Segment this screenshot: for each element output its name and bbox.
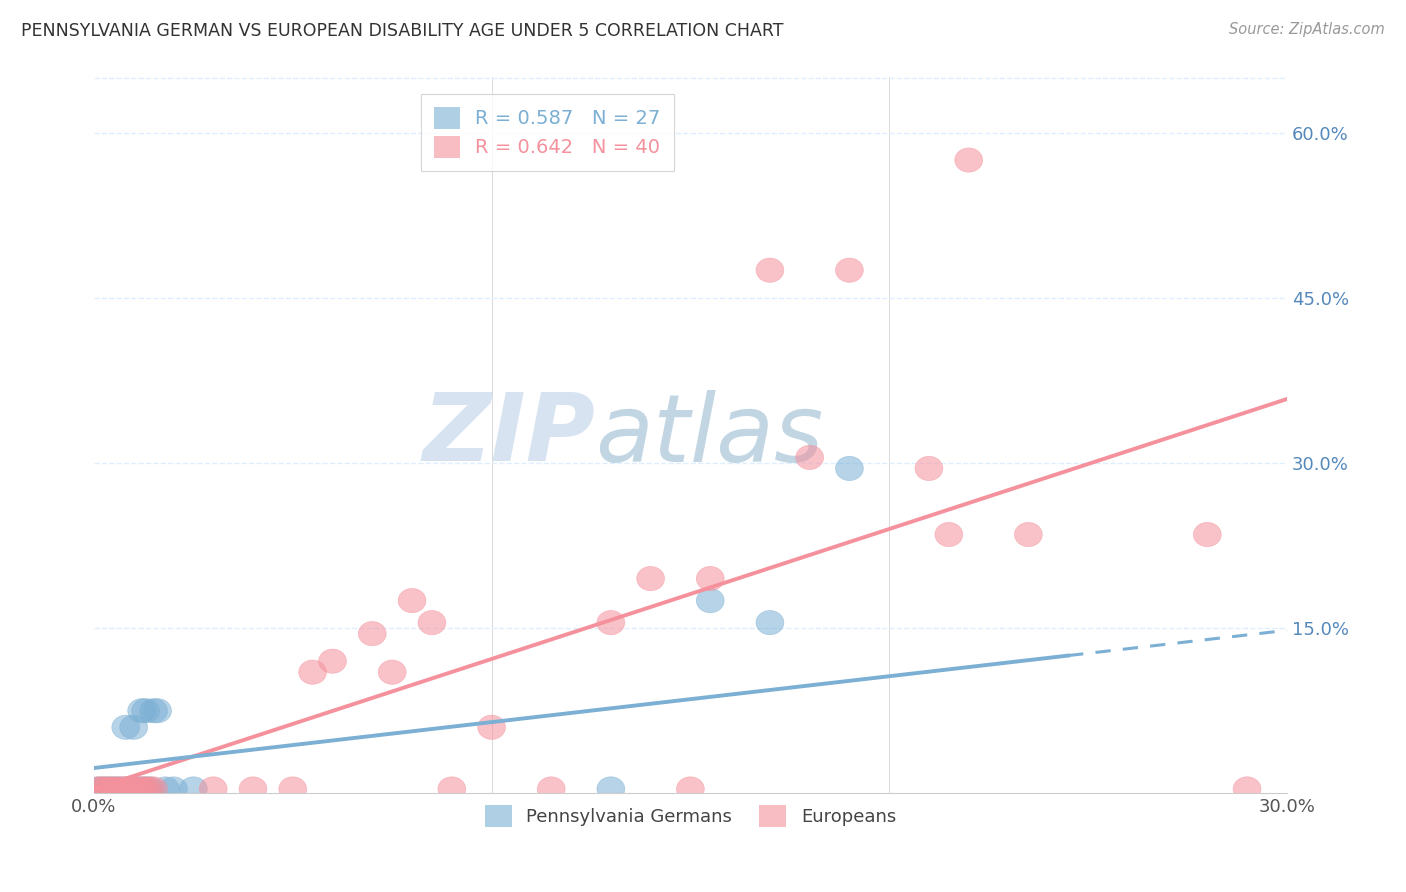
Ellipse shape xyxy=(143,698,172,723)
Text: atlas: atlas xyxy=(595,390,823,481)
Ellipse shape xyxy=(537,777,565,801)
Ellipse shape xyxy=(319,649,346,673)
Ellipse shape xyxy=(180,777,207,801)
Text: ZIP: ZIP xyxy=(422,390,595,482)
Ellipse shape xyxy=(120,715,148,739)
Ellipse shape xyxy=(132,777,159,801)
Text: PENNSYLVANIA GERMAN VS EUROPEAN DISABILITY AGE UNDER 5 CORRELATION CHART: PENNSYLVANIA GERMAN VS EUROPEAN DISABILI… xyxy=(21,22,783,40)
Ellipse shape xyxy=(120,777,148,801)
Ellipse shape xyxy=(1194,523,1222,547)
Ellipse shape xyxy=(104,777,132,801)
Ellipse shape xyxy=(89,777,115,801)
Ellipse shape xyxy=(359,622,387,646)
Ellipse shape xyxy=(437,777,465,801)
Ellipse shape xyxy=(100,777,128,801)
Ellipse shape xyxy=(1233,777,1261,801)
Ellipse shape xyxy=(96,777,124,801)
Ellipse shape xyxy=(104,777,132,801)
Ellipse shape xyxy=(835,457,863,481)
Ellipse shape xyxy=(112,777,139,801)
Ellipse shape xyxy=(100,777,128,801)
Ellipse shape xyxy=(676,777,704,801)
Ellipse shape xyxy=(378,660,406,684)
Ellipse shape xyxy=(128,777,156,801)
Ellipse shape xyxy=(152,777,180,801)
Ellipse shape xyxy=(796,445,824,469)
Ellipse shape xyxy=(915,457,943,481)
Ellipse shape xyxy=(1015,523,1042,547)
Ellipse shape xyxy=(239,777,267,801)
Ellipse shape xyxy=(124,777,152,801)
Ellipse shape xyxy=(935,523,963,547)
Ellipse shape xyxy=(756,610,783,635)
Ellipse shape xyxy=(84,777,112,801)
Ellipse shape xyxy=(136,777,163,801)
Ellipse shape xyxy=(598,777,624,801)
Ellipse shape xyxy=(132,777,159,801)
Ellipse shape xyxy=(108,777,136,801)
Ellipse shape xyxy=(112,777,139,801)
Ellipse shape xyxy=(478,715,506,739)
Ellipse shape xyxy=(84,777,112,801)
Ellipse shape xyxy=(159,777,187,801)
Ellipse shape xyxy=(115,777,143,801)
Ellipse shape xyxy=(278,777,307,801)
Ellipse shape xyxy=(835,258,863,282)
Ellipse shape xyxy=(96,777,124,801)
Ellipse shape xyxy=(89,777,115,801)
Ellipse shape xyxy=(398,589,426,613)
Ellipse shape xyxy=(955,148,983,172)
Ellipse shape xyxy=(139,698,167,723)
Ellipse shape xyxy=(120,777,148,801)
Ellipse shape xyxy=(418,610,446,635)
Ellipse shape xyxy=(696,589,724,613)
Ellipse shape xyxy=(298,660,326,684)
Ellipse shape xyxy=(112,715,139,739)
Ellipse shape xyxy=(696,566,724,591)
Ellipse shape xyxy=(756,258,783,282)
Ellipse shape xyxy=(128,698,156,723)
Ellipse shape xyxy=(115,777,143,801)
Ellipse shape xyxy=(132,698,159,723)
Legend: Pennsylvania Germans, Europeans: Pennsylvania Germans, Europeans xyxy=(478,798,903,834)
Ellipse shape xyxy=(136,777,163,801)
Ellipse shape xyxy=(91,777,120,801)
Ellipse shape xyxy=(637,566,665,591)
Text: Source: ZipAtlas.com: Source: ZipAtlas.com xyxy=(1229,22,1385,37)
Ellipse shape xyxy=(124,777,152,801)
Ellipse shape xyxy=(128,777,156,801)
Ellipse shape xyxy=(91,777,120,801)
Ellipse shape xyxy=(200,777,228,801)
Ellipse shape xyxy=(139,777,167,801)
Ellipse shape xyxy=(108,777,136,801)
Ellipse shape xyxy=(598,610,624,635)
